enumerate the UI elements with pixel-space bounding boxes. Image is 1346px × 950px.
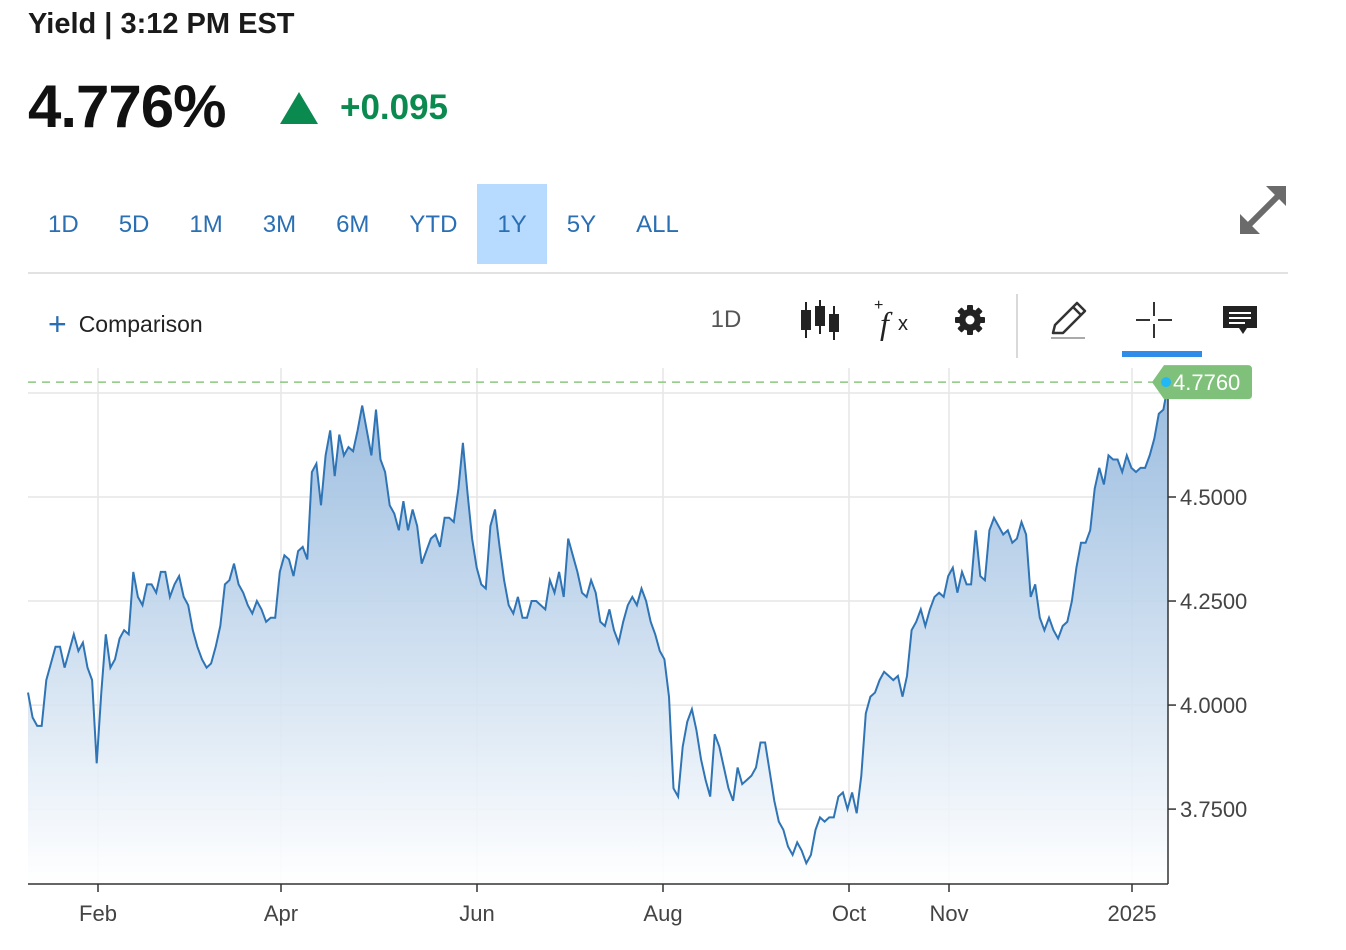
gear-icon[interactable]: [950, 296, 990, 344]
svg-text:f: f: [880, 305, 893, 341]
x-tick-label: Jun: [459, 901, 494, 926]
change-group: +0.095: [280, 88, 448, 128]
candlestick-icon[interactable]: [798, 296, 842, 344]
active-tool-indicator: [1122, 351, 1202, 357]
pencil-icon[interactable]: [1046, 296, 1090, 344]
last-value-dot: [1161, 377, 1171, 388]
last-value-badge: 4.7760: [1152, 365, 1252, 400]
yield-price: 4.776%: [28, 73, 226, 140]
divider: [28, 272, 1288, 274]
svg-text:+: +: [874, 297, 883, 314]
comment-icon[interactable]: [1220, 296, 1260, 344]
range-tab-5y[interactable]: 5Y: [566, 211, 597, 238]
y-tick-label: 4.2500: [1180, 589, 1247, 614]
x-tick-label: 2025: [1108, 901, 1157, 926]
interval-selector[interactable]: 1D: [710, 306, 742, 333]
crosshair-icon[interactable]: [1132, 296, 1176, 344]
chart-series-line: [27, 384, 1169, 866]
y-tick-label: 4.5000: [1180, 485, 1247, 510]
x-tick-label: Aug: [643, 901, 682, 926]
plus-icon: +: [48, 306, 67, 342]
comparison-label: Comparison: [78, 310, 203, 337]
range-tab-1y[interactable]: 1Y: [477, 184, 547, 264]
range-tab-ytd[interactable]: YTD: [409, 211, 458, 238]
y-ticks: 4.5000 4.2500 4.0000 3.7500: [1168, 485, 1247, 822]
x-tick-label: Feb: [79, 901, 117, 926]
yield-chart[interactable]: Feb Apr Jun Aug Oct Nov 2025 4.5000 4.2500 4.000…: [0, 360, 1346, 950]
range-tab-5d[interactable]: 5D: [118, 211, 150, 238]
chart-area-fill: [28, 384, 1168, 884]
study-fx-icon[interactable]: + f x: [872, 296, 916, 344]
x-tick-label: Nov: [929, 901, 968, 926]
page-title: Yield | 3:12 PM EST: [28, 8, 295, 40]
range-tab-3m[interactable]: 3M: [262, 211, 297, 238]
toolbar-separator: [1016, 294, 1018, 358]
range-tab-1m[interactable]: 1M: [189, 211, 223, 238]
svg-text:x: x: [898, 313, 908, 335]
range-tabs: 1D 5D 1M 3M 6M YTD 1Y 5Y ALL: [28, 184, 699, 264]
x-tick-label: Apr: [264, 901, 298, 926]
up-arrow-icon: [280, 92, 318, 124]
price-change: +0.095: [340, 88, 449, 127]
x-tick-label: Oct: [832, 901, 866, 926]
range-tab-6m[interactable]: 6M: [336, 211, 370, 238]
range-tab-all[interactable]: ALL: [636, 211, 679, 238]
y-tick-label: 4.0000: [1180, 693, 1247, 718]
expand-icon[interactable]: [1236, 182, 1292, 238]
last-value-label: 4.7760: [1173, 370, 1240, 395]
comparison-button[interactable]: + Comparison: [48, 306, 203, 342]
x-ticks: Feb Apr Jun Aug Oct Nov 2025: [79, 884, 1156, 926]
range-tab-1d[interactable]: 1D: [48, 211, 79, 238]
y-tick-label: 3.7500: [1180, 797, 1247, 822]
